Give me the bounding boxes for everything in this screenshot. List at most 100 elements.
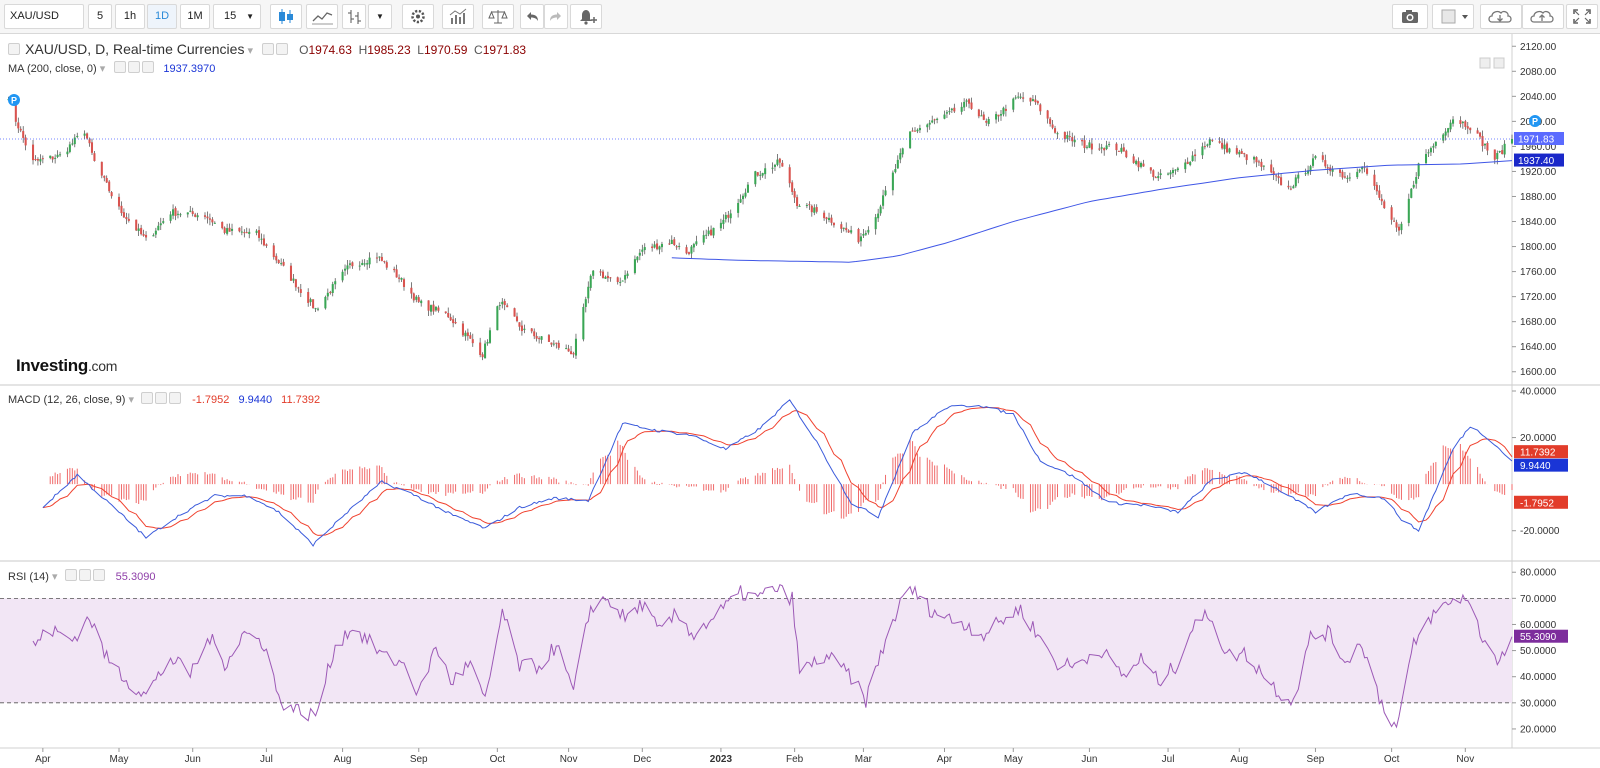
rsi-value-tag <box>1514 629 1568 643</box>
dropdown-icon: ▼ <box>376 12 384 21</box>
candle-body <box>619 281 622 283</box>
candle-body <box>1125 150 1128 158</box>
x-tick-label: Aug <box>334 754 352 765</box>
bar-style-button[interactable] <box>342 4 366 29</box>
candle-body <box>452 319 455 324</box>
collapse-pane-icon[interactable] <box>8 43 20 55</box>
price-y-tick-label: 2120.00 <box>1520 42 1557 53</box>
candle-body <box>1496 153 1499 159</box>
candle-body <box>702 235 705 243</box>
candle-body <box>265 244 268 246</box>
candle-body <box>24 137 27 146</box>
candle-body <box>761 173 764 176</box>
interval-1m-button[interactable]: 1M <box>180 4 210 29</box>
candle-body <box>1373 174 1376 186</box>
candle-body <box>791 182 794 192</box>
candle-body <box>1449 122 1452 130</box>
candle-body <box>400 278 403 280</box>
chart-canvas[interactable]: 2120.002080.002040.002000.001960.001920.… <box>0 34 1600 768</box>
macd-dropdown-icon[interactable]: ▾ <box>128 394 138 406</box>
candle-body <box>289 265 293 281</box>
settings-button[interactable] <box>402 4 434 29</box>
alert-button[interactable] <box>570 4 602 29</box>
line-style-button[interactable] <box>306 4 338 29</box>
candle-body <box>808 204 811 206</box>
ma-dropdown-icon[interactable]: ▾ <box>99 63 109 75</box>
candle-body <box>982 114 985 120</box>
interval-5-button[interactable]: 5 <box>88 4 112 29</box>
cloud-load-button[interactable] <box>1480 4 1522 29</box>
x-tick-label: Mar <box>855 754 873 765</box>
candle-body <box>1510 139 1514 144</box>
candle-body <box>901 148 904 155</box>
candle-body <box>1292 186 1295 189</box>
close-label: C <box>474 43 483 57</box>
candle-body <box>601 271 605 278</box>
candle-body <box>1272 171 1275 175</box>
pivot-marker-icon <box>8 94 20 106</box>
fullscreen-button[interactable] <box>1566 4 1598 29</box>
candle-body <box>582 307 585 340</box>
candle-body <box>1152 170 1155 177</box>
candle-body <box>324 296 327 309</box>
screenshot-button[interactable] <box>1392 4 1428 29</box>
candle-body <box>297 287 300 289</box>
chart-area[interactable]: 2120.002080.002040.002000.001960.001920.… <box>0 34 1600 768</box>
candle-body <box>909 131 912 149</box>
color-picker-button[interactable] <box>1432 4 1474 29</box>
symbol-input[interactable]: XAU/USD <box>4 4 84 29</box>
interval-1h-button[interactable]: 1h <box>115 4 145 29</box>
legend-toggle-icons[interactable] <box>262 43 290 57</box>
rsi-dropdown-icon[interactable]: ▾ <box>52 571 61 583</box>
macd-controls-icon[interactable] <box>141 392 183 406</box>
indicators-button[interactable] <box>442 4 474 29</box>
rsi-controls-icon[interactable] <box>64 569 107 583</box>
candlestick-style-button[interactable] <box>270 4 302 29</box>
candle-body <box>1361 166 1364 170</box>
candle-body <box>1289 188 1292 190</box>
style-dropdown-button[interactable]: ▼ <box>368 4 392 29</box>
candle-body <box>1223 144 1226 150</box>
candle-body <box>1275 175 1278 177</box>
candle-body <box>1218 141 1221 143</box>
compare-button[interactable] <box>482 4 514 29</box>
cloud-save-button[interactable] <box>1522 4 1564 29</box>
candle-body <box>840 224 843 229</box>
candle-body <box>105 177 108 183</box>
candle-body <box>520 325 523 332</box>
candle-body <box>948 111 951 113</box>
redo-button[interactable] <box>544 4 568 29</box>
candle-body <box>1068 136 1071 138</box>
line-chart-icon <box>312 12 333 25</box>
candle-body <box>707 230 710 235</box>
minutes-select[interactable]: 15 ▼ <box>213 4 261 29</box>
candle-body <box>827 217 831 221</box>
interval-1d-button[interactable]: 1D <box>147 4 177 29</box>
candle-body <box>1083 140 1086 149</box>
candle-body <box>447 312 450 318</box>
candle-body <box>741 195 745 200</box>
color-box-icon <box>1441 9 1468 24</box>
candle-body <box>1343 176 1346 178</box>
candle-body <box>815 207 818 212</box>
candle-body <box>1186 161 1189 164</box>
investing-logo: Investing.com <box>16 356 117 376</box>
candle-body <box>282 261 285 266</box>
candle-body <box>1493 149 1496 160</box>
candle-body <box>503 300 506 306</box>
candle-body <box>913 130 917 132</box>
title-dropdown-icon[interactable]: ▾ <box>247 45 257 57</box>
candle-body <box>100 161 103 176</box>
candle-body <box>36 159 39 161</box>
high-value: 1985.23 <box>367 43 411 57</box>
candle-body <box>506 305 509 308</box>
undo-button[interactable] <box>520 4 544 29</box>
candle-body <box>1054 128 1057 133</box>
candle-body <box>1157 176 1160 179</box>
candle-body <box>1483 143 1487 146</box>
candle-body <box>547 335 550 342</box>
ma-controls-icon[interactable] <box>114 61 156 75</box>
candle-body <box>997 114 1000 117</box>
x-tick-label: May <box>110 754 129 765</box>
candle-body <box>638 252 641 256</box>
